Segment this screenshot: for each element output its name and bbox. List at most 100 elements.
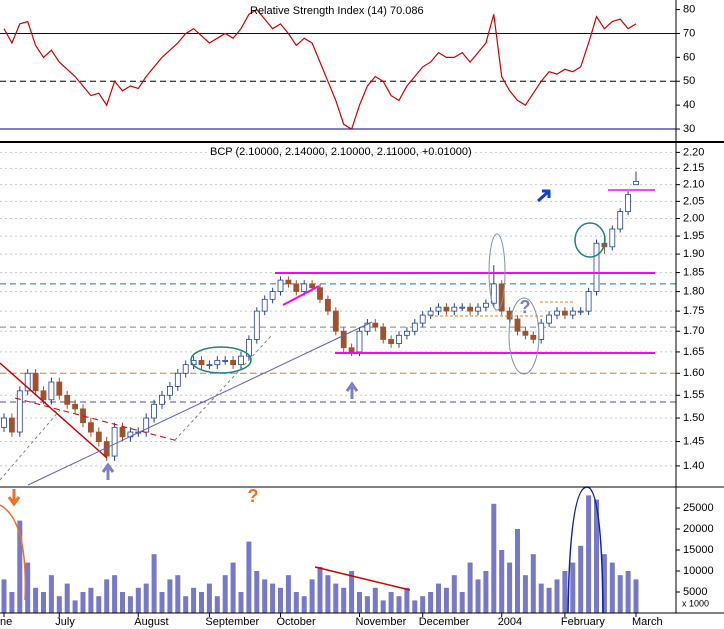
volume-bar	[436, 583, 441, 613]
frame	[0, 0, 724, 614]
y-tick-label: 1.70	[683, 325, 704, 337]
volume-bar	[80, 592, 86, 613]
candle-body	[372, 322, 379, 328]
volume-bar	[41, 592, 46, 613]
candle-body	[64, 394, 71, 405]
axis-note: x 1000	[682, 598, 709, 608]
volume-bar	[507, 562, 513, 613]
volume-bar	[270, 583, 276, 613]
volume-bar	[191, 587, 197, 613]
y-tick-label: 25000	[683, 502, 714, 514]
candle-body	[238, 355, 244, 366]
candle-body	[293, 283, 300, 292]
candle-body	[546, 314, 552, 324]
volume-bar	[293, 592, 299, 613]
y-tick-label: 1.85	[683, 266, 704, 278]
volume-bar	[175, 575, 181, 613]
candle-body	[482, 302, 489, 308]
y-tick-label: 2.20	[683, 146, 704, 158]
volume-bar	[285, 575, 291, 613]
candle-body	[88, 422, 94, 433]
volume-bar	[48, 575, 54, 613]
volume-bar	[120, 592, 125, 613]
candle-body	[301, 283, 308, 292]
candle-body	[95, 431, 102, 442]
volume-bar	[538, 583, 544, 613]
x-tick-label: August	[134, 616, 168, 628]
volume-bar	[206, 583, 212, 613]
volume-bar	[578, 545, 584, 613]
volume-bar	[56, 596, 62, 613]
grid-layer: 30 40 50 60 70 80 1.40 1.45 1.50 1.55 1.60 1.65 1.70…	[0, 3, 714, 628]
candle-body	[261, 298, 268, 312]
candle-body	[166, 386, 173, 396]
volume-bar	[341, 587, 347, 613]
candle-body	[490, 283, 497, 304]
trend-line	[282, 285, 320, 306]
volume-bar	[159, 592, 165, 613]
volume-bar	[388, 592, 394, 613]
highlight-ellipse	[574, 222, 606, 258]
volume-bar	[586, 495, 592, 613]
x-tick-label: December	[419, 616, 470, 628]
candle-body	[198, 359, 205, 366]
candle-body	[222, 359, 229, 362]
y-tick-label: 1.55	[683, 389, 704, 401]
volume-bar	[317, 566, 323, 613]
candle-body	[380, 326, 387, 340]
volume-bar	[325, 575, 331, 613]
y-tick-label: 1.45	[683, 435, 704, 447]
y-tick-label: 2.00	[683, 212, 704, 224]
volume-bar	[309, 579, 315, 613]
y-tick-label: 30	[683, 123, 695, 135]
volume-bar	[499, 550, 505, 613]
x-tick-label: July	[55, 616, 75, 628]
candle-body	[498, 283, 505, 312]
volume-bar	[230, 562, 236, 613]
y-tick-label: 1.40	[683, 460, 704, 472]
candle-body	[435, 306, 442, 312]
volume-bar	[617, 575, 623, 613]
candle-body	[388, 339, 395, 344]
volume-bar	[214, 596, 220, 613]
candle-body	[332, 310, 339, 332]
rsi-line	[3, 8, 637, 131]
volume-bar	[254, 571, 260, 613]
candle-body	[182, 364, 189, 374]
x-tick-label: March	[632, 616, 663, 628]
candle-body	[206, 364, 213, 367]
y-tick-label: 1.60	[683, 367, 704, 379]
volume-bar	[357, 592, 362, 613]
trend-line	[14, 397, 179, 442]
candle-body	[8, 417, 15, 433]
volume-bar	[33, 587, 39, 613]
volume-bar	[238, 592, 244, 613]
volume-bar	[183, 596, 189, 613]
annotation-text: ?	[520, 297, 531, 317]
highlight-ellipse	[190, 346, 252, 374]
volume-bar	[17, 520, 23, 613]
volume-bar	[554, 579, 560, 613]
trend-line	[314, 566, 411, 591]
candle-body	[475, 306, 481, 312]
volume-bar	[412, 600, 418, 613]
candle-body	[530, 334, 537, 340]
candle-body	[143, 417, 150, 433]
up-arrow	[345, 381, 359, 399]
y-tick-label: 1.75	[683, 305, 704, 317]
volume-bar	[609, 562, 615, 613]
candle-body	[585, 291, 592, 312]
volume-bar	[467, 562, 473, 613]
y-tick-label: 80	[683, 3, 695, 15]
x-tick-label: October	[277, 616, 316, 628]
y-tick-label: 10000	[683, 565, 714, 577]
candle-body	[577, 310, 584, 313]
chart-title: Relative Strength Index (14) 70.086	[250, 5, 424, 17]
y-tick-label: 60	[683, 51, 695, 63]
volume-bar	[127, 596, 133, 613]
volume-bar	[64, 583, 70, 613]
candle-body	[467, 306, 474, 312]
volume-bar	[428, 592, 434, 613]
highlight-ellipse	[488, 233, 506, 311]
